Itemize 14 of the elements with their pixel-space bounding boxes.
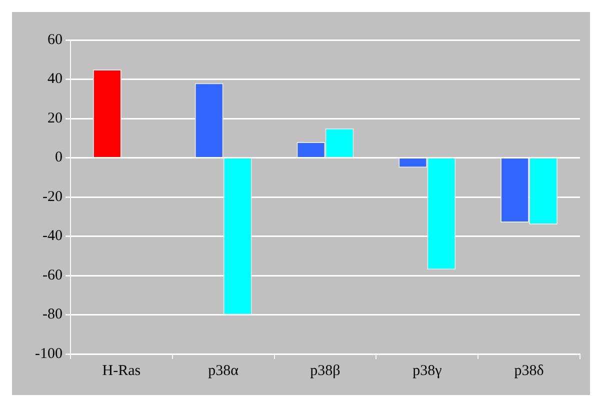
y-tick-label: -20 <box>42 188 62 205</box>
y-tick-label: -100 <box>34 346 62 362</box>
y-tick-label: 0 <box>54 150 62 166</box>
y-tick-label: -60 <box>42 267 62 284</box>
x-tick-label: p38β <box>310 362 340 379</box>
x-tick-label: H-Ras <box>102 362 141 379</box>
y-tick-label: 20 <box>47 110 62 126</box>
y-tick-label: -40 <box>42 228 62 244</box>
x-tick-label: p38γ <box>412 362 442 379</box>
y-tick-label: 60 <box>47 32 62 48</box>
y-tick-label: -80 <box>42 306 62 323</box>
y-tick-label: 40 <box>47 71 62 88</box>
x-tick-label: p38δ <box>514 362 544 379</box>
x-tick-label: p38α <box>208 362 239 379</box>
